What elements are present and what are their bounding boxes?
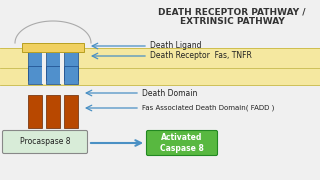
Bar [60,48,64,84]
Bar [64,95,78,128]
Text: Death Ligand: Death Ligand [150,42,202,51]
Bar [46,48,60,80]
FancyBboxPatch shape [147,130,218,156]
Bar [46,66,60,84]
Text: Death Domain: Death Domain [142,89,197,98]
Bar [42,48,46,84]
Bar [64,48,78,80]
Bar [22,43,84,52]
Bar [64,66,78,84]
Bar [28,48,42,80]
Text: Fas Associated Death Domain( FADD ): Fas Associated Death Domain( FADD ) [142,105,274,111]
FancyBboxPatch shape [3,130,87,154]
Bar [28,66,42,84]
Text: Death Receptor  Fas, TNFR: Death Receptor Fas, TNFR [150,51,252,60]
Text: DEATH RECEPTOR PATHWAY /: DEATH RECEPTOR PATHWAY / [158,8,306,17]
Bar [0,48,320,68]
Text: EXTRINSIC PATHWAY: EXTRINSIC PATHWAY [180,17,284,26]
Text: Procaspase 8: Procaspase 8 [20,138,70,147]
Text: Activated
Caspase 8: Activated Caspase 8 [160,133,204,153]
Bar [46,95,60,128]
Bar [28,95,42,128]
Bar [0,69,320,85]
